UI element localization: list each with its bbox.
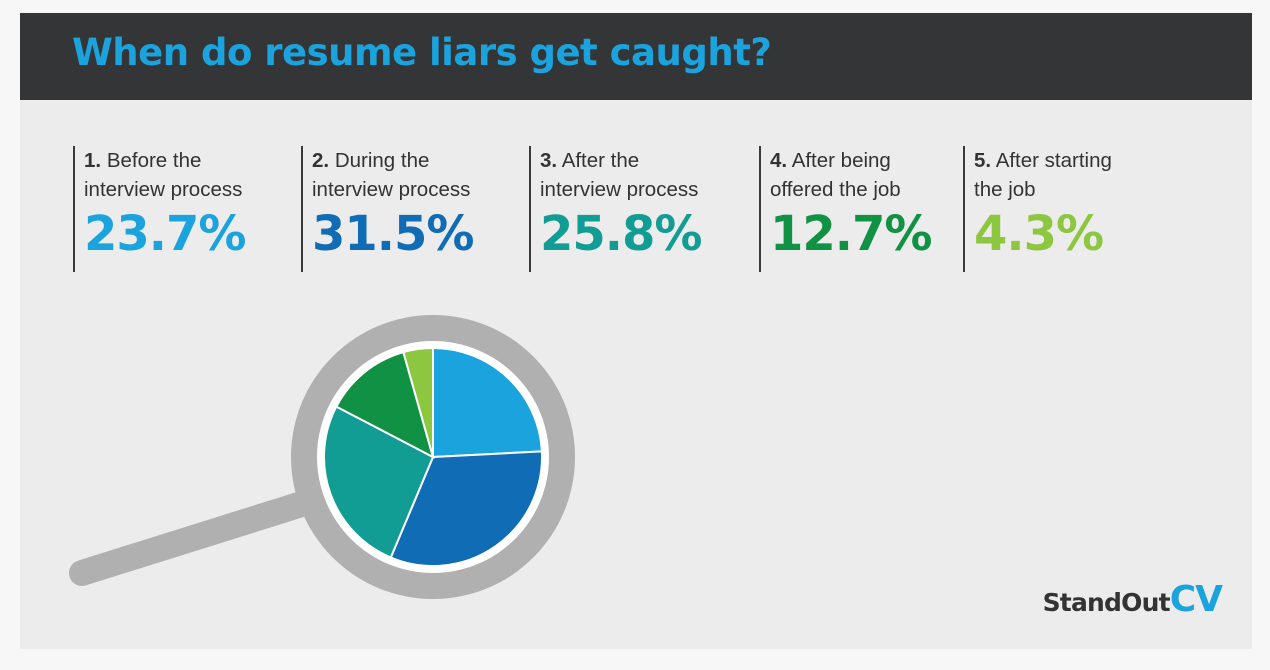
stat-after-offer: 4. After being offered the job 12.7% (759, 146, 933, 272)
stat-value: 23.7% (84, 206, 247, 262)
stat-label-line1: After starting (995, 149, 1112, 172)
pie-slice-5 (402, 346, 434, 458)
magnifier-pie-chart (69, 315, 575, 599)
pie-slice-4 (335, 350, 435, 459)
stat-value: 4.3% (974, 206, 1104, 262)
stat-label: 4. After being offered the job (770, 146, 932, 204)
brand-accent: CV (1169, 579, 1223, 620)
stat-label-line1: During the (334, 149, 430, 172)
stat-during-interview: 2. During the interview process 31.5% (301, 146, 475, 272)
brand-name: StandOut (1042, 588, 1171, 617)
stat-value: 25.8% (540, 206, 703, 262)
pie-slice-2 (389, 450, 543, 567)
header-bar: When do resume liars get caught? (20, 13, 1252, 100)
pie-slices (323, 346, 543, 567)
infographic-card: When do resume liars get caught? 1. Befo… (20, 13, 1252, 649)
stat-after-interview: 3. After the interview process 25.8% (529, 146, 703, 272)
stat-number: 3. (540, 149, 558, 172)
stat-before-interview: 1. Before the interview process 23.7% (73, 146, 247, 272)
stat-label-line2: offered the job (770, 178, 901, 201)
stat-label: 2. During the interview process (312, 146, 474, 204)
stat-label-line2: interview process (84, 178, 243, 201)
pie-slice-3 (323, 405, 435, 559)
stat-label: 1. Before the interview process (84, 146, 246, 204)
pie-slice-1 (432, 346, 543, 459)
page-title: When do resume liars get caught? (72, 31, 772, 74)
stat-number: 1. (84, 149, 102, 172)
stat-number: 4. (770, 149, 788, 172)
stat-label-line2: the job (974, 178, 1036, 201)
stat-value: 31.5% (312, 206, 475, 262)
stat-label-line1: After the (561, 149, 640, 172)
stat-after-starting: 5. After starting the job 4.3% (963, 146, 1112, 272)
stat-number: 2. (312, 149, 330, 172)
magnifier-handle (69, 490, 318, 586)
stat-label-line1: After being (791, 149, 891, 172)
stat-value: 12.7% (770, 206, 933, 262)
stat-label-line1: Before the (106, 149, 202, 172)
brand-logo: StandOutCV (1042, 579, 1223, 620)
stat-label: 5. After starting the job (974, 146, 1112, 204)
stat-label: 3. After the interview process (540, 146, 702, 204)
stat-label-line2: interview process (312, 178, 471, 201)
stat-label-line2: interview process (540, 178, 699, 201)
stat-number: 5. (974, 149, 992, 172)
